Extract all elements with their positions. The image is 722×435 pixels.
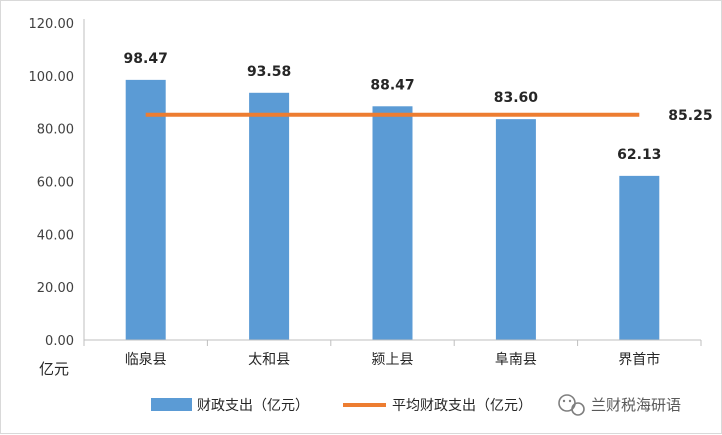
- category-label-3: 阜南县: [495, 351, 537, 368]
- bar-1: [249, 92, 290, 340]
- wechat-icon: [558, 394, 585, 416]
- category-label-4: 界首市: [618, 351, 660, 368]
- data-label-1: 93.58: [247, 64, 291, 80]
- y-tick-label-4: 80.00: [37, 123, 74, 138]
- y-tick-label-5: 100.00: [29, 70, 75, 85]
- legend-bar-swatch: [151, 398, 192, 411]
- category-label-2: 颍上县: [372, 352, 414, 368]
- watermark: 兰财税海研语: [549, 389, 717, 419]
- bar-3: [495, 119, 536, 340]
- average-value-label: 85.25: [668, 108, 712, 124]
- axes: [83, 19, 702, 346]
- legend-bar-label: 财政支出（亿元）: [197, 398, 309, 414]
- data-label-4: 62.13: [617, 147, 661, 163]
- bar-4: [619, 175, 660, 340]
- watermark-text: 兰财税海研语: [591, 396, 681, 414]
- y-axis-ticks: 0.00 20.00 40.00 60.00 80.00 100.00 120.00: [29, 17, 75, 349]
- y-tick-label-3: 60.00: [37, 176, 74, 191]
- legend-line-label: 平均财政支出（亿元）: [392, 398, 532, 414]
- y-tick-label-2: 40.00: [37, 228, 74, 243]
- data-label-3: 83.60: [494, 90, 539, 106]
- bar-0: [125, 79, 166, 340]
- y-tick-label-1: 20.00: [37, 281, 74, 296]
- average-line-group: 85.25: [145, 108, 713, 124]
- legend: 财政支出（亿元） 平均财政支出（亿元）: [151, 398, 532, 414]
- bar-2: [372, 106, 413, 340]
- data-labels: 98.47 93.58 88.47 83.60 62.13: [124, 51, 662, 163]
- bars: [125, 79, 660, 340]
- category-label-0: 临泉县: [125, 351, 167, 368]
- category-labels: 临泉县 太和县 颍上县 阜南县 界首市: [125, 351, 661, 368]
- data-label-0: 98.47: [124, 51, 168, 67]
- data-label-2: 88.47: [370, 77, 414, 93]
- watermark-background: [549, 389, 717, 419]
- y-tick-label-6: 120.00: [29, 17, 75, 32]
- y-unit-label: 亿元: [39, 360, 69, 378]
- category-label-1: 太和县: [248, 352, 290, 368]
- y-tick-label-0: 0.00: [45, 334, 74, 349]
